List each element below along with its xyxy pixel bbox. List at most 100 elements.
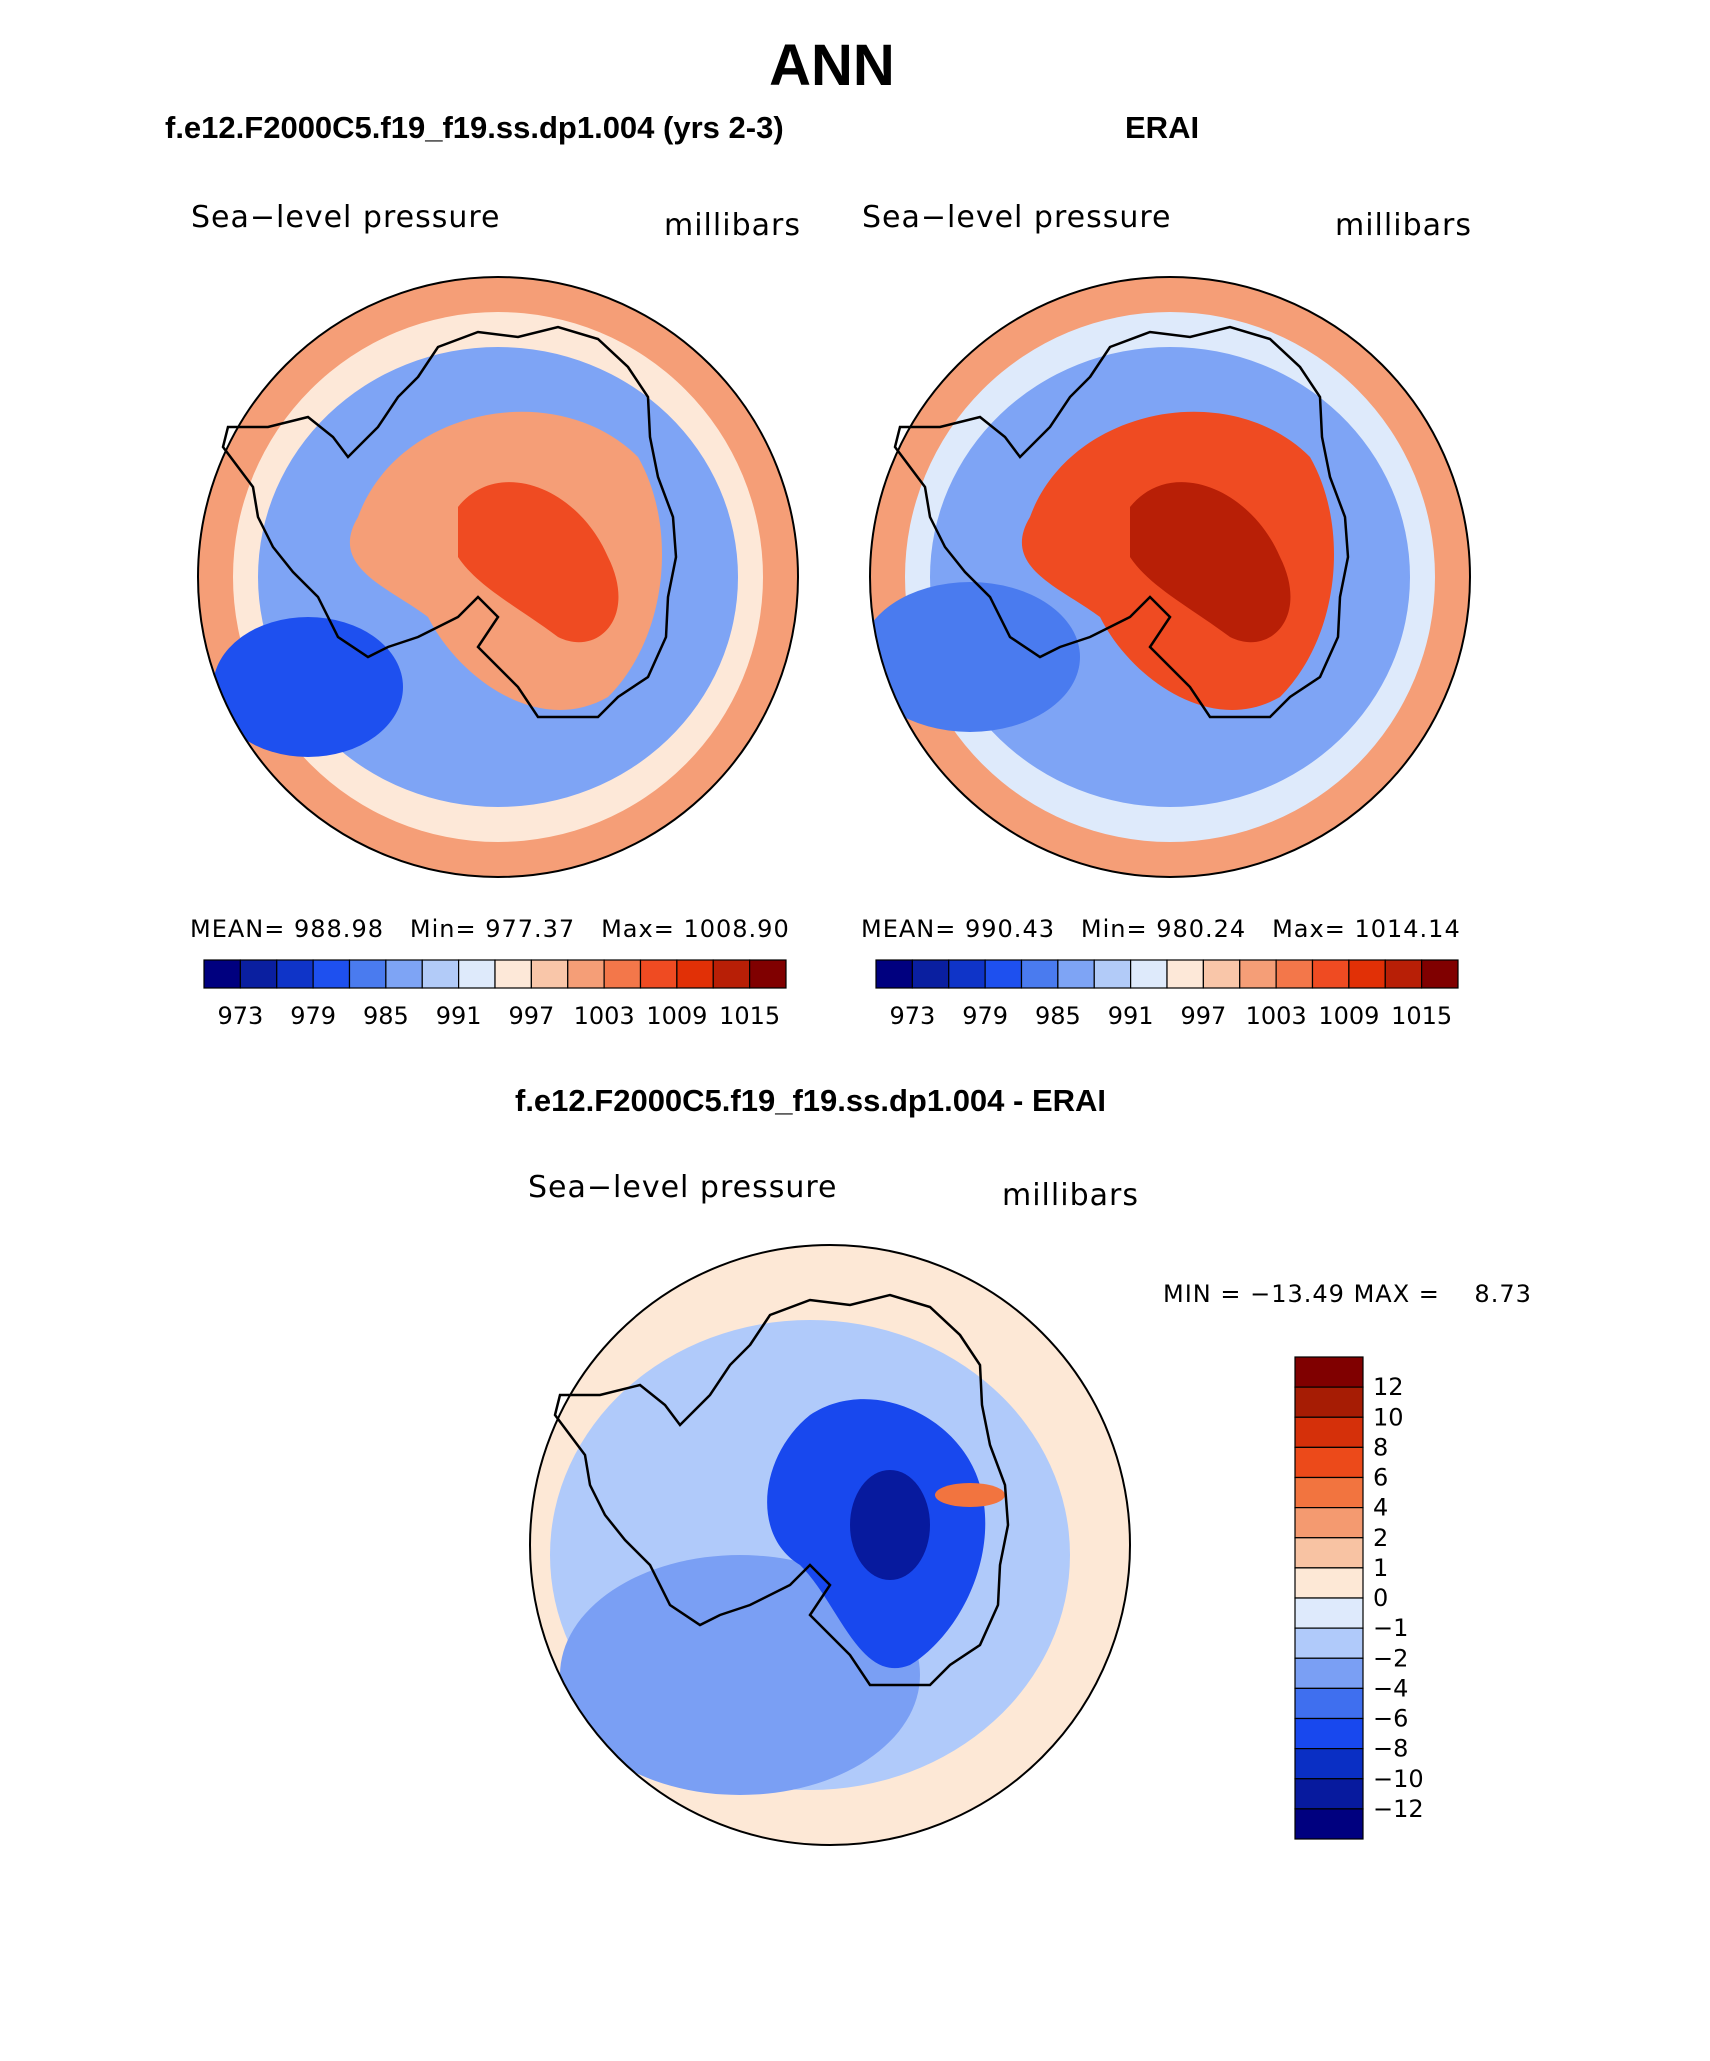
panel2-colorbar-swatch	[1311, 959, 1350, 989]
panel3-colorbar-tick-label: 10	[1373, 1403, 1404, 1431]
panel3-colorbar-swatch	[1294, 1748, 1364, 1780]
panel2-stats: MEAN= 990.43 Min= 980.24 Max= 1014.14	[861, 915, 1461, 943]
panel3-map	[529, 1244, 1131, 1846]
mean-label: MEAN=	[861, 915, 957, 943]
panel3-colorbar-tick-label: 12	[1373, 1373, 1404, 1401]
panel3-units-label: millibars	[1002, 1178, 1139, 1213]
panel1-map	[197, 276, 799, 878]
panel3-colorbar-tick-label: −2	[1373, 1644, 1408, 1672]
panel2-colorbar-swatch	[1421, 959, 1459, 989]
min-value: −13.49	[1250, 1280, 1345, 1308]
panel3-colorbar-swatch	[1294, 1597, 1364, 1629]
panel3-colorbar-swatch	[1294, 1446, 1364, 1479]
panel3-colorbar-tick-label: 8	[1373, 1433, 1388, 1461]
panel2-colorbar-tick-label: 997	[1180, 1002, 1226, 1030]
panel3-colorbar-tick-label: −6	[1373, 1705, 1408, 1733]
panel2-colorbar: 973 979 985 991 997 1003 1009 1015	[875, 959, 1459, 1030]
panel3-title: f.e12.F2000C5.f19_f19.ss.dp1.004 - ERAI	[515, 1083, 1107, 1118]
panel2-colorbar-swatch	[875, 959, 913, 989]
panel1-colorbar-swatch	[639, 959, 678, 989]
panel1-colorbar-tick-label: 1003	[574, 1002, 635, 1030]
panel3-colorbar-tick-label: 1	[1373, 1554, 1388, 1582]
panel3-colorbar-swatch	[1294, 1537, 1364, 1569]
panel1-colorbar-tick-label: 997	[508, 1002, 554, 1030]
min-label: Min=	[1080, 915, 1148, 943]
panel2-colorbar-swatch	[948, 959, 986, 989]
mean-label: MEAN=	[190, 915, 286, 943]
panel3-region-plateau-minima	[850, 1470, 930, 1580]
panel2-colorbar-tick-label: 985	[1035, 1002, 1081, 1030]
panel1-colorbar-swatch	[312, 959, 351, 989]
panel2-title: ERAI	[1125, 110, 1200, 145]
max-label: MAX =	[1353, 1280, 1440, 1308]
mean-value: 990.43	[965, 915, 1055, 943]
panel3-colorbar-tick-label: −12	[1373, 1795, 1424, 1823]
panel1-colorbar-tick-label: 985	[363, 1002, 409, 1030]
panel3-colorbar-swatch	[1294, 1657, 1364, 1689]
panel1-colorbar-tick-label: 979	[290, 1002, 336, 1030]
min-value: 980.24	[1156, 915, 1247, 943]
panel2-colorbar-tick-label: 979	[962, 1002, 1008, 1030]
panel1-colorbar-swatch	[385, 959, 423, 989]
panel1-region-bellingshausen-low	[213, 617, 403, 757]
panel1-colorbar-swatch	[603, 959, 642, 989]
panel1-colorbar-swatch	[749, 959, 787, 989]
panel1-colorbar-swatch	[239, 959, 278, 989]
panel1-colorbar-swatch	[348, 959, 387, 989]
max-label: Max=	[601, 915, 675, 943]
panel1-colorbar-swatch	[494, 959, 532, 989]
panel1-colorbar-tick-label: 1015	[719, 1002, 780, 1030]
panel3-colorbar-swatch	[1294, 1386, 1364, 1418]
panel2-units-label: millibars	[1335, 208, 1472, 243]
panel3-region-amery-coast	[935, 1483, 1005, 1507]
panel1-units-label: millibars	[664, 208, 801, 243]
panel3-colorbar-swatch	[1294, 1356, 1364, 1388]
panel2-colorbar-swatch	[1384, 959, 1423, 989]
panel3-colorbar-swatch	[1294, 1717, 1364, 1750]
panel3-colorbar-tick-label: 2	[1373, 1524, 1388, 1552]
panel3-colorbar-tick-label: −4	[1373, 1674, 1408, 1702]
panel1-stats: MEAN= 988.98 Min= 977.37 Max= 1008.90	[190, 915, 790, 943]
panel2-colorbar-swatch	[1275, 959, 1314, 989]
max-label: Max=	[1272, 915, 1346, 943]
panel2-colorbar-tick-label: 973	[889, 1002, 935, 1030]
panel3-colorbar-swatch	[1294, 1808, 1364, 1840]
max-value: 1014.14	[1354, 915, 1461, 943]
min-value: 977.37	[485, 915, 576, 943]
panel3-colorbar-swatch	[1294, 1687, 1364, 1720]
panel3-colorbar-tick-label: 0	[1373, 1584, 1388, 1612]
panel3-colorbar-tick-label: 6	[1373, 1464, 1388, 1492]
panel1-colorbar-swatch	[276, 959, 314, 989]
max-value: 1008.90	[683, 915, 790, 943]
panel3-minmax: MIN = −13.49 MAX = 8.73	[1163, 1280, 1532, 1308]
panel1-map-border	[197, 276, 799, 878]
panel1-region-plateau-maxima	[458, 482, 619, 643]
panel3-colorbar-tick-label: −8	[1373, 1735, 1408, 1763]
panel3-colorbar-swatch	[1294, 1778, 1364, 1810]
panel3-colorbar-swatch	[1294, 1507, 1364, 1539]
panel2-colorbar-tick-label: 1009	[1318, 1002, 1379, 1030]
panel3-colorbar-swatch	[1294, 1567, 1364, 1599]
max-value: 8.73	[1474, 1280, 1532, 1308]
min-label: MIN =	[1163, 1280, 1242, 1308]
panel2-colorbar-tick-label: 991	[1108, 1002, 1154, 1030]
panel2-region-plateau-maxima	[1130, 482, 1291, 643]
panel2-colorbar-swatch	[1130, 959, 1168, 989]
panel3-variable-label: Sea−level pressure	[528, 1170, 838, 1205]
panel3-colorbar-tick-label: 4	[1373, 1494, 1388, 1522]
panel2-colorbar-swatch	[984, 959, 1023, 989]
panel2-colorbar-swatch	[1239, 959, 1277, 989]
panel3-colorbar-tick-label: −1	[1373, 1614, 1408, 1642]
panel2-region-weddell-low	[870, 582, 1080, 732]
panel2-colorbar-swatch	[911, 959, 950, 989]
panel2-colorbar-swatch	[1166, 959, 1204, 989]
panel2-colorbar-swatch	[1057, 959, 1095, 989]
panel1-colorbar-swatch	[458, 959, 496, 989]
panel2-colorbar-tick-label: 1015	[1391, 1002, 1452, 1030]
panel3-colorbar-swatch	[1294, 1416, 1364, 1448]
panel3-colorbar-swatch	[1294, 1627, 1364, 1659]
panel3-map-border	[529, 1244, 1131, 1846]
panel1-colorbar-tick-label: 991	[436, 1002, 482, 1030]
